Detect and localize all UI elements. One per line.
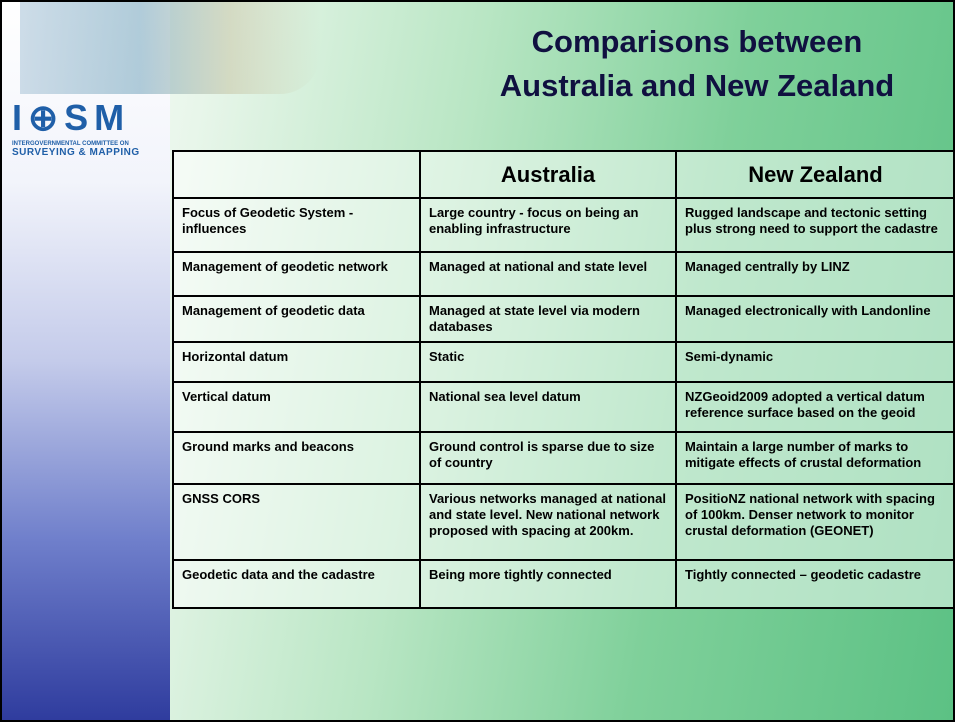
table-row: Management of geodetic network Managed at… [172, 251, 953, 297]
table-row: Management of geodetic data Managed at st… [172, 295, 953, 343]
table-cell: Maintain a large number of marks to miti… [675, 431, 953, 485]
table-cell: Semi-dynamic [675, 341, 953, 383]
table-cell: PositioNZ national network with spacing … [675, 483, 953, 561]
table-row: GNSS CORS Various networks managed at nat… [172, 483, 953, 561]
slide-title: Comparisons between Australia and New Ze… [442, 20, 952, 108]
table-row: Horizontal datum Static Semi-dynamic [172, 341, 953, 383]
table-cell: Tightly connected – geodetic cadastre [675, 559, 953, 609]
row-label: Vertical datum [172, 381, 421, 433]
table-cell: Rugged landscape and tectonic setting pl… [675, 197, 953, 253]
table-cell: Managed at state level via modern databa… [419, 295, 677, 343]
comparison-table: Australia New Zealand Focus of Geodetic S… [172, 150, 953, 609]
logo-mark: I⊕SM [12, 97, 131, 138]
table-cell: Large country - focus on being an enabli… [419, 197, 677, 253]
table-cell: Ground control is sparse due to size of … [419, 431, 677, 485]
table-cell: Various networks managed at national and… [419, 483, 677, 561]
table-cell: Managed electronically with Landonline [675, 295, 953, 343]
row-label: Horizontal datum [172, 341, 421, 383]
logo-line: INTERGOVERNMENTAL COMMITTEE ON [12, 141, 129, 147]
column-header: New Zealand [675, 150, 953, 199]
table-cell: Managed centrally by LINZ [675, 251, 953, 297]
table-row: Focus of Geodetic System - influences Lar… [172, 197, 953, 253]
row-label: Ground marks and beacons [172, 431, 421, 485]
table-cell: Managed at national and state level [419, 251, 677, 297]
table-row: Ground marks and beacons Ground control i… [172, 431, 953, 485]
sidebar [2, 2, 170, 720]
column-header: Australia [419, 150, 677, 199]
title-line: Comparisons between [531, 24, 863, 59]
table-cell: Being more tightly connected [419, 559, 677, 609]
row-label: Focus of Geodetic System - influences [172, 197, 421, 253]
table-cell: NZGeoid2009 adopted a vertical datum ref… [675, 381, 953, 433]
column-header [172, 150, 421, 199]
table-row: Vertical datum National sea level datum NZ… [172, 381, 953, 433]
row-label: Management of geodetic network [172, 251, 421, 297]
table-cell: Static [419, 341, 677, 383]
table-row: Geodetic data and the cadastre Being more… [172, 559, 953, 609]
title-line: Australia and New Zealand [499, 68, 895, 103]
table-cell: National sea level datum [419, 381, 677, 433]
logo: I⊕SM INTERGOVERNMENTAL COMMITTEE ON SURV… [12, 97, 172, 158]
logo-line: SURVEYING & MAPPING [12, 147, 140, 158]
row-label: GNSS CORS [172, 483, 421, 561]
row-label: Geodetic data and the cadastre [172, 559, 421, 609]
header-row: Australia New Zealand [172, 150, 953, 199]
row-label: Management of geodetic data [172, 295, 421, 343]
photo-montage [20, 2, 320, 94]
